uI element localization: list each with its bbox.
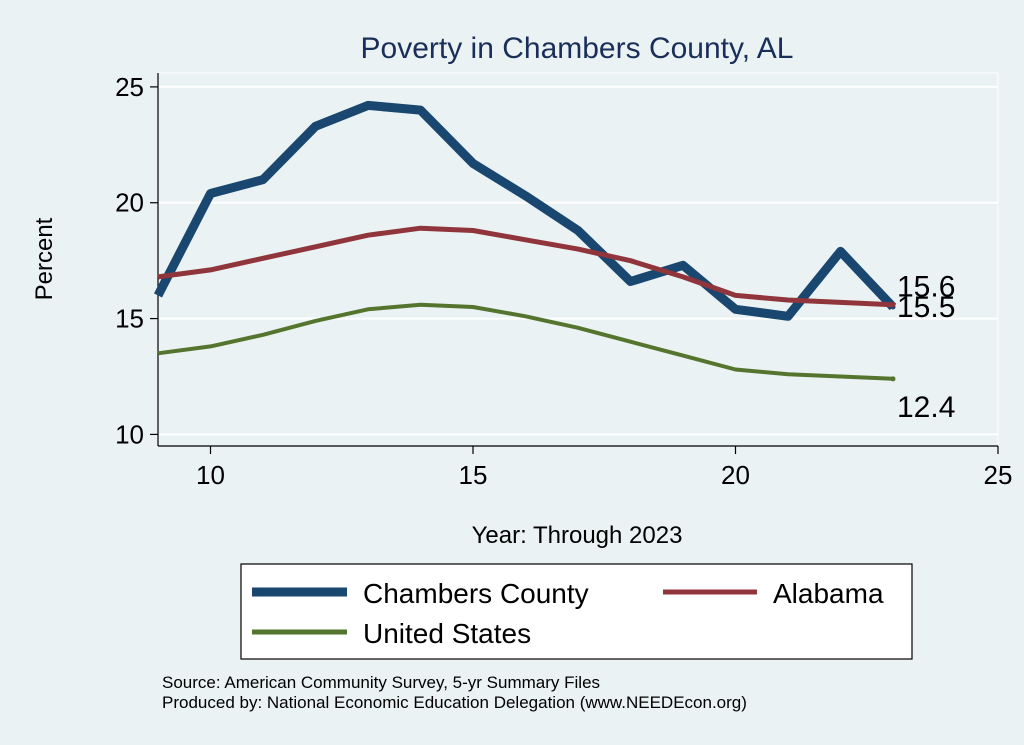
y-tick-label: 10 [115, 419, 144, 449]
x-tick-label: 10 [196, 460, 225, 490]
series-line-united-states [157, 302, 894, 381]
y-ticks: 10 15 20 25 [115, 72, 158, 449]
legend-label-united-states: United States [363, 618, 531, 649]
end-value-label: 12.4 [897, 391, 955, 424]
legend-label-chambers: Chambers County [363, 578, 589, 609]
end-value-label: 15.5 [897, 291, 955, 324]
source-line-2: Produced by: National Economic Education… [162, 693, 747, 712]
end-value-label: 15.6 [897, 271, 955, 304]
legend-label-alabama: Alabama [773, 578, 884, 609]
x-tick-label: 20 [721, 460, 750, 490]
x-tick-label: 25 [984, 460, 1013, 490]
x-tick-label: 15 [459, 460, 488, 490]
plot-area [157, 72, 999, 447]
x-ticks: 10 15 20 25 [196, 446, 1012, 490]
chart-title: Poverty in Chambers County, AL [361, 32, 794, 65]
legend: Chambers County Alabama United States [240, 563, 913, 660]
y-axis-title: Percent [31, 217, 58, 300]
series-line-alabama [157, 225, 894, 308]
gridlines [158, 85, 998, 436]
y-tick-label: 25 [115, 72, 144, 102]
y-tick-label: 15 [115, 304, 144, 334]
end-point-marker [890, 376, 896, 382]
series-line-chambers [153, 100, 897, 321]
source-line-1: Source: American Community Survey, 5-yr … [162, 673, 600, 692]
y-tick-label: 20 [115, 188, 144, 218]
legend-box [240, 563, 913, 660]
end-labels: 15.515.6 12.4 [897, 271, 955, 424]
series-lines [153, 100, 897, 382]
end-point-marker [890, 302, 896, 308]
x-axis-title: Year: Through 2023 [472, 522, 683, 549]
